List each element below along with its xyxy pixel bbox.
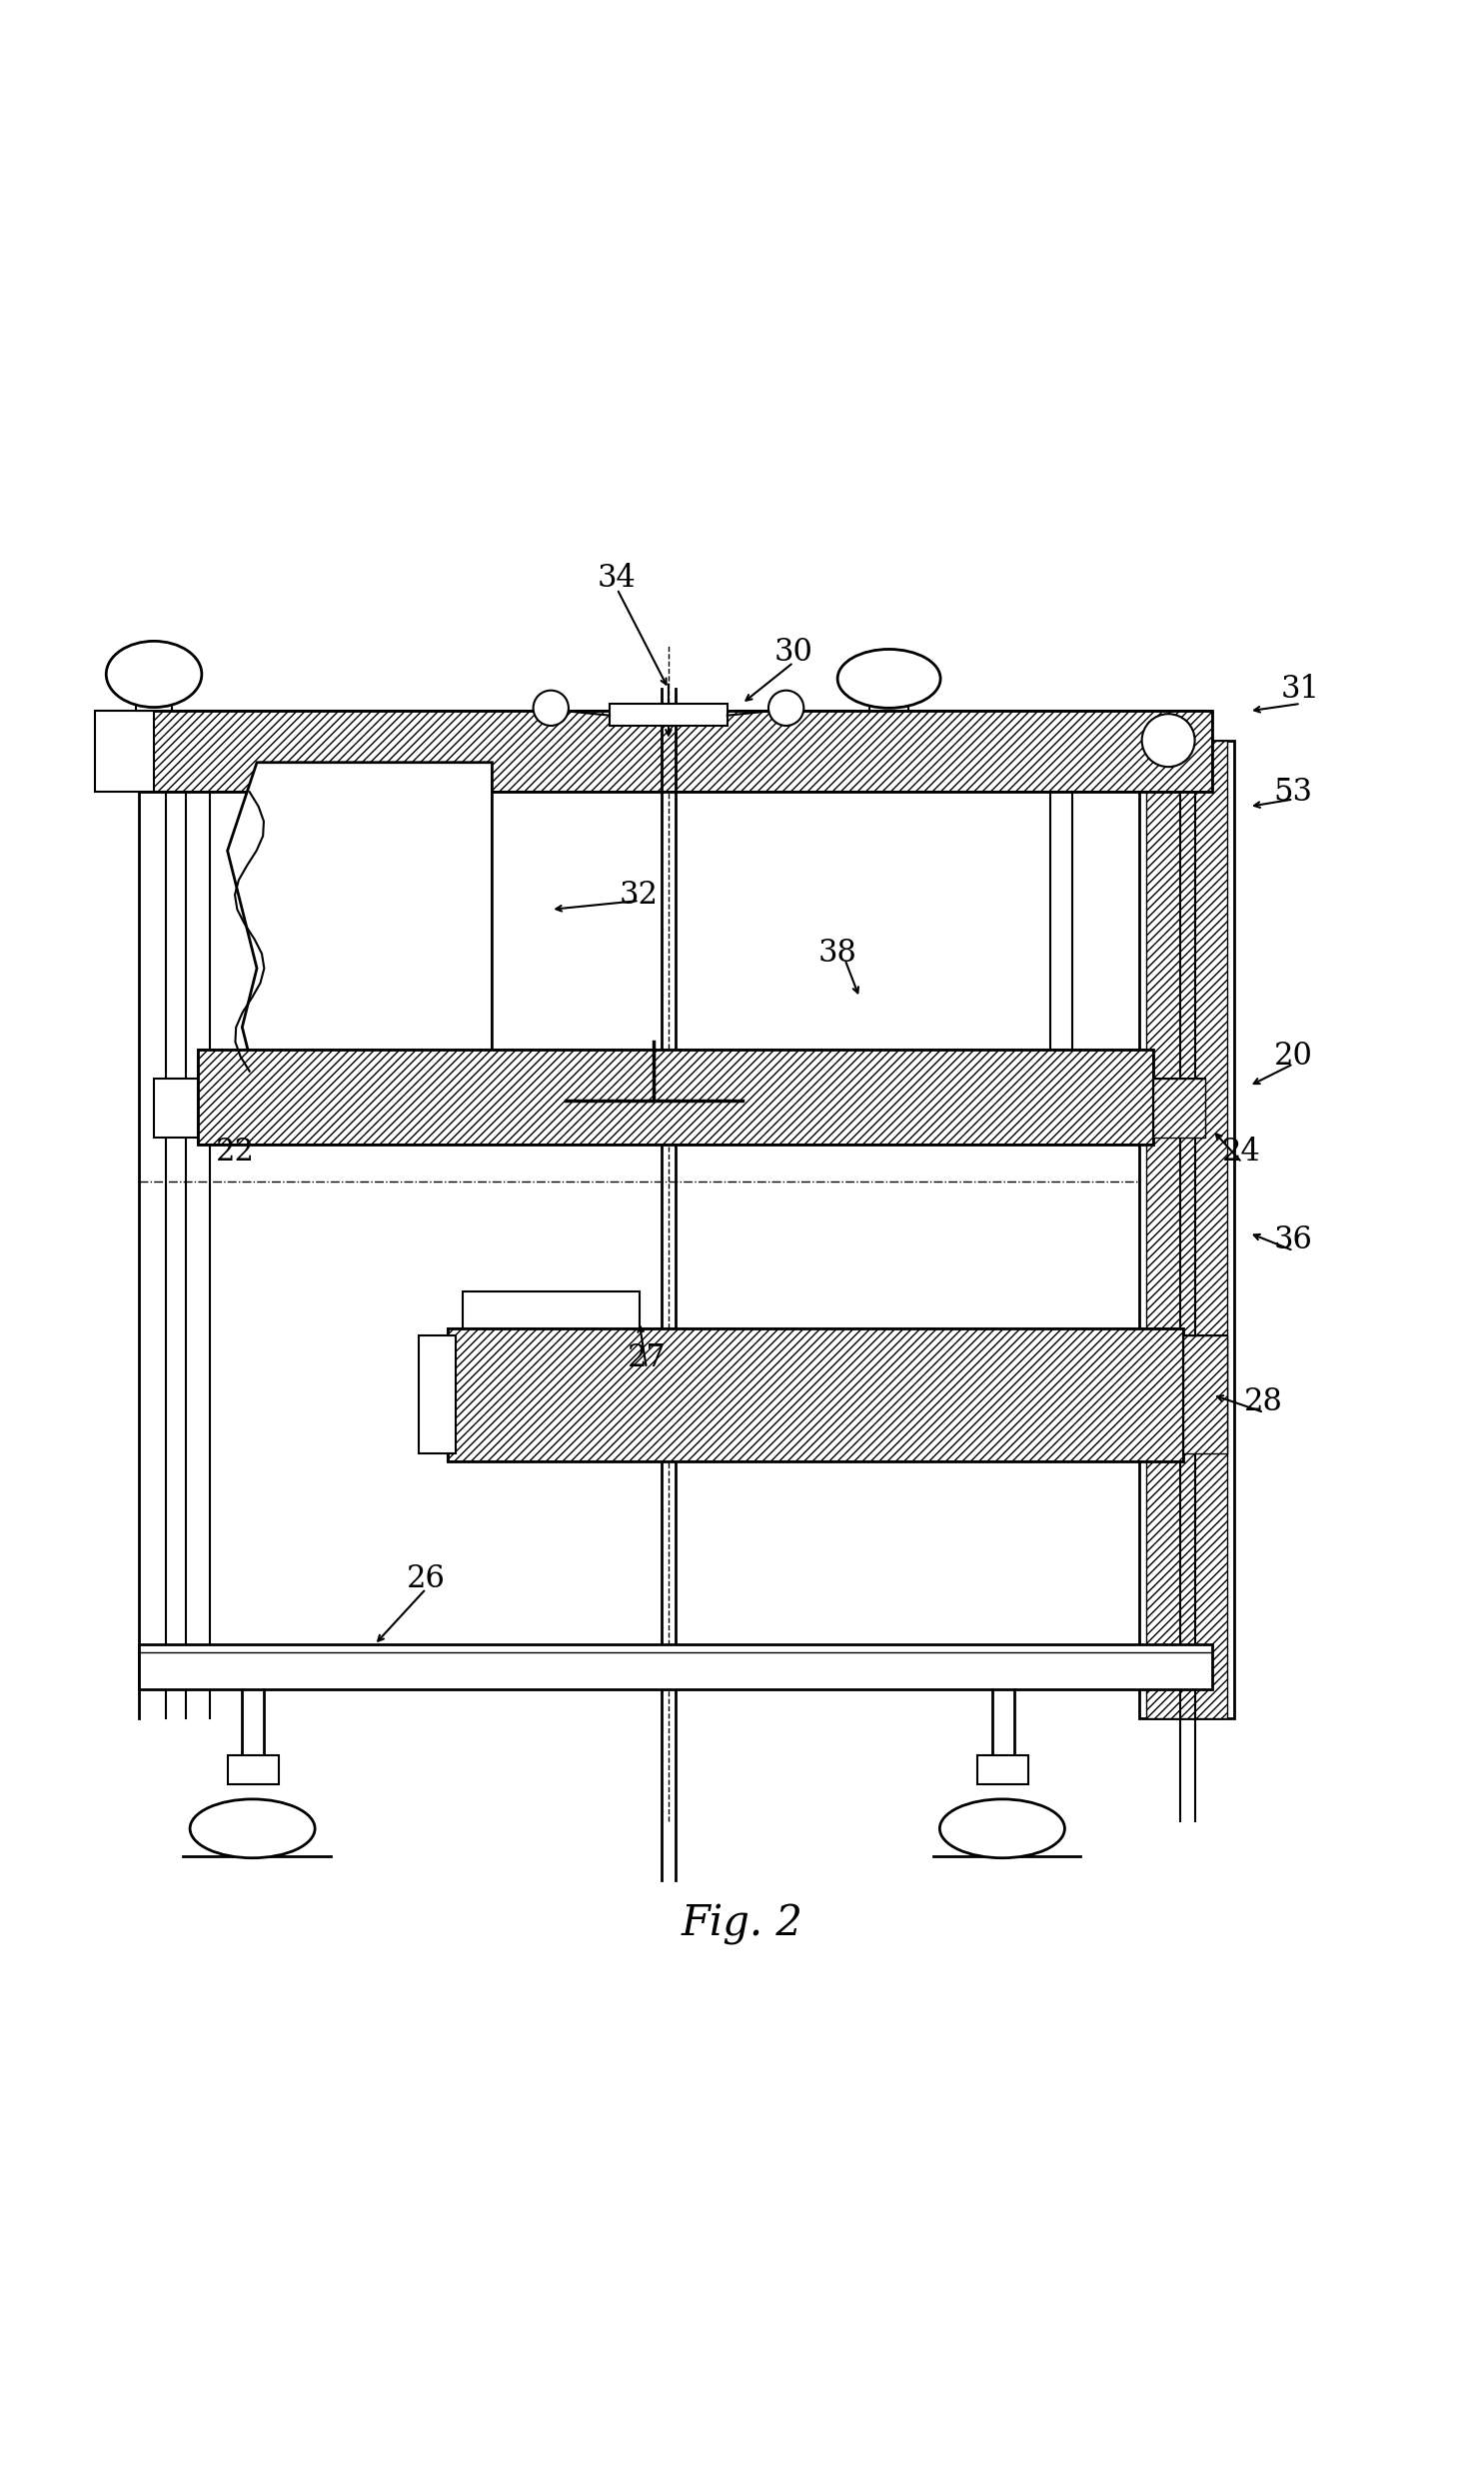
Text: 26: 26 (407, 1563, 445, 1593)
Text: 36: 36 (1273, 1226, 1313, 1255)
Bar (227, 1756, 279, 1785)
Text: 32: 32 (620, 880, 659, 910)
PathPatch shape (227, 762, 493, 1085)
Bar (463, 1292, 640, 1329)
Bar (95, 710, 154, 792)
Bar (1146, 740, 1227, 1719)
Bar (197, 1048, 1153, 1144)
Circle shape (769, 690, 804, 725)
Text: 22: 22 (215, 1137, 254, 1166)
Bar (978, 1756, 1028, 1785)
Text: 34: 34 (598, 562, 637, 594)
Text: 53: 53 (1273, 777, 1313, 806)
Text: 30: 30 (775, 636, 813, 668)
Text: Fig. 2: Fig. 2 (681, 1904, 803, 1946)
Bar (1153, 1078, 1205, 1137)
Bar (137, 673, 172, 710)
Bar (448, 1329, 1183, 1460)
Ellipse shape (107, 641, 202, 708)
Text: 24: 24 (1223, 1137, 1261, 1166)
Text: 28: 28 (1245, 1386, 1284, 1418)
Bar (139, 710, 1212, 792)
Bar (448, 1329, 1183, 1460)
Bar (1183, 1337, 1227, 1452)
Ellipse shape (837, 649, 941, 708)
Circle shape (1141, 715, 1195, 767)
Text: 38: 38 (818, 937, 856, 969)
Text: 31: 31 (1281, 673, 1321, 705)
Ellipse shape (190, 1800, 315, 1857)
Text: 20: 20 (1273, 1041, 1313, 1073)
Bar (139, 1645, 1212, 1689)
Bar (418, 1337, 456, 1452)
Bar (610, 703, 727, 725)
Bar (197, 1048, 1153, 1144)
Circle shape (533, 690, 568, 725)
Bar (1138, 740, 1235, 1719)
Bar (1183, 1337, 1227, 1452)
Text: 27: 27 (628, 1342, 666, 1374)
Bar (870, 678, 908, 710)
Bar (139, 710, 1212, 792)
Bar (1153, 1078, 1205, 1137)
Bar (154, 1078, 197, 1137)
Ellipse shape (939, 1800, 1064, 1857)
